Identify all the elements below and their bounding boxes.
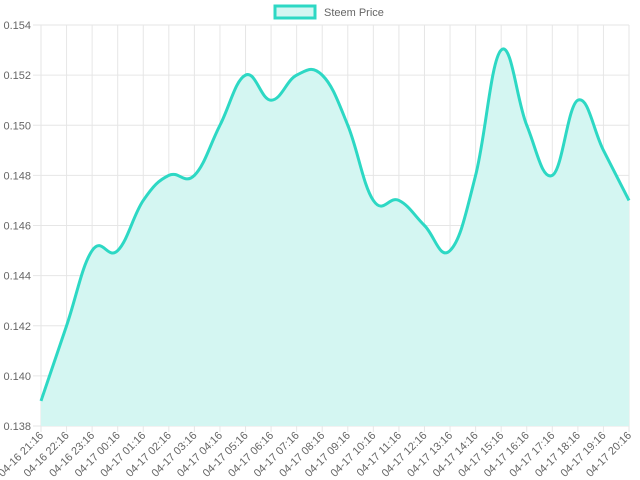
data-point[interactable] xyxy=(191,172,197,178)
y-tick-label: 0.152 xyxy=(3,70,31,82)
data-point[interactable] xyxy=(600,147,606,153)
data-point[interactable] xyxy=(319,72,325,78)
data-point[interactable] xyxy=(345,122,351,128)
data-point[interactable] xyxy=(473,172,479,178)
data-point[interactable] xyxy=(268,97,274,103)
data-point[interactable] xyxy=(243,72,249,78)
y-tick-label: 0.142 xyxy=(3,321,31,333)
data-point[interactable] xyxy=(140,197,146,203)
y-tick-label: 0.150 xyxy=(3,120,31,132)
data-point[interactable] xyxy=(524,122,530,128)
y-tick-label: 0.148 xyxy=(3,170,31,182)
data-point[interactable] xyxy=(370,197,376,203)
y-tick-label: 0.154 xyxy=(3,20,31,32)
data-point[interactable] xyxy=(217,122,223,128)
data-point[interactable] xyxy=(447,248,453,254)
data-point[interactable] xyxy=(549,172,555,178)
y-axis-ticks: 0.138 0.140 0.142 0.144 0.146 0.148 0.150 0.152… xyxy=(3,20,31,433)
legend[interactable]: Steem Price xyxy=(273,4,384,20)
data-point[interactable] xyxy=(498,47,504,53)
data-point[interactable] xyxy=(575,97,581,103)
data-point[interactable] xyxy=(38,398,44,404)
y-tick-label: 0.138 xyxy=(3,421,31,433)
data-point[interactable] xyxy=(166,172,172,178)
data-point[interactable] xyxy=(89,248,95,254)
data-point[interactable] xyxy=(421,223,427,229)
legend-swatch[interactable] xyxy=(273,4,317,20)
y-tick-label: 0.140 xyxy=(3,371,31,383)
y-tick-label: 0.146 xyxy=(3,221,31,233)
series-line[interactable] xyxy=(39,47,631,402)
series-area-fill xyxy=(41,48,629,427)
area-layer xyxy=(38,47,632,427)
data-point[interactable] xyxy=(396,197,402,203)
y-tick-label: 0.144 xyxy=(3,271,31,283)
data-point[interactable] xyxy=(115,248,121,254)
data-point[interactable] xyxy=(294,72,300,78)
data-point[interactable] xyxy=(626,197,632,203)
legend-label[interactable]: Steem Price xyxy=(324,7,384,19)
data-point[interactable] xyxy=(64,323,70,329)
